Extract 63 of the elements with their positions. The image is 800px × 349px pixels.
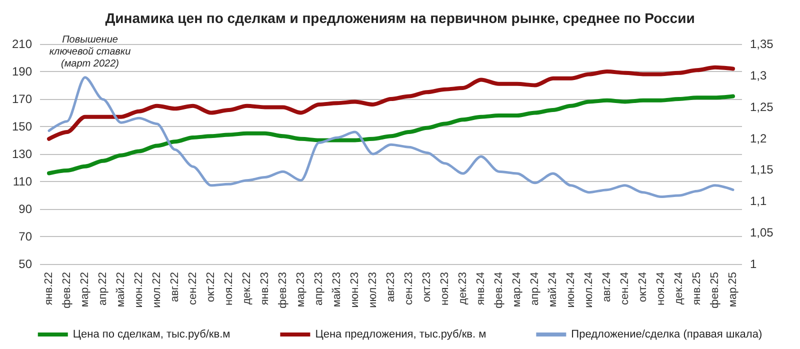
x-tick-label: фев.23 bbox=[277, 272, 289, 308]
legend-label: Цена по сделкам, тыс.руб/кв.м bbox=[72, 328, 230, 340]
x-tick-label: окт.24 bbox=[637, 272, 649, 302]
x-tick-label: май.23 bbox=[331, 272, 343, 308]
y-tick-label: 50 bbox=[18, 257, 32, 271]
x-tick-label: сен.24 bbox=[619, 272, 631, 305]
x-tick-label: мар.24 bbox=[511, 272, 523, 308]
x-tick-label: ноя.22 bbox=[223, 272, 235, 306]
y-tick-label: 90 bbox=[18, 202, 32, 216]
x-tick-label: апр.24 bbox=[529, 272, 541, 306]
y2-tick-label: 1,05 bbox=[750, 226, 774, 240]
x-tick-label: мар.22 bbox=[79, 272, 91, 308]
x-tick-label: янв.22 bbox=[43, 272, 55, 306]
y2-tick-label: 1 bbox=[750, 257, 757, 271]
x-tick-label: мар.25 bbox=[727, 272, 739, 308]
y2-tick-label: 1,35 bbox=[750, 37, 774, 51]
x-tick-label: апр.23 bbox=[313, 272, 325, 306]
legend-label: Цена предложения, тыс.руб/кв. м bbox=[315, 328, 486, 340]
x-tick-label: фев.22 bbox=[61, 272, 73, 308]
y-tick-label: 130 bbox=[12, 147, 32, 161]
y-tick-label: 170 bbox=[12, 92, 32, 106]
x-tick-label: июн.24 bbox=[565, 272, 577, 308]
y2-tick-label: 1,25 bbox=[750, 100, 774, 114]
x-tick-label: окт.23 bbox=[421, 272, 433, 302]
x-tick-label: июн.23 bbox=[349, 272, 361, 308]
x-tick-label: янв.25 bbox=[691, 272, 703, 306]
x-tick-label: фев.25 bbox=[709, 272, 721, 308]
x-tick-label: ноя.23 bbox=[439, 272, 451, 306]
x-tick-label: дек.22 bbox=[241, 272, 253, 305]
x-tick-label: авг.24 bbox=[601, 272, 613, 302]
y2-tick-label: 1,3 bbox=[750, 68, 768, 82]
x-tick-label: сен.22 bbox=[187, 272, 199, 305]
chart-title: Динамика цен по сделкам и предложениям на первичном рынке, среднее по России bbox=[105, 10, 695, 26]
x-tick-label: ноя.24 bbox=[655, 272, 667, 306]
x-tick-label: мар.23 bbox=[295, 272, 307, 308]
x-tick-label: сен.23 bbox=[403, 272, 415, 305]
x-tick-label: янв.24 bbox=[475, 272, 487, 306]
x-tick-label: июл.22 bbox=[151, 272, 163, 308]
x-tick-label: апр.22 bbox=[97, 272, 109, 306]
x-tick-label: июл.23 bbox=[367, 272, 379, 308]
line-series bbox=[48, 76, 734, 198]
y-tick-label: 70 bbox=[18, 230, 32, 244]
legend-label: Предложение/сделка (правая шкала) bbox=[571, 328, 762, 340]
x-tick-label: май.22 bbox=[115, 272, 127, 308]
x-tick-label: июл.24 bbox=[583, 272, 595, 308]
x-tick-label: дек.24 bbox=[673, 272, 685, 305]
x-tick-label: янв.23 bbox=[259, 272, 271, 306]
line-series bbox=[47, 94, 735, 176]
x-tick-label: май.24 bbox=[547, 272, 559, 308]
x-tick-label: авг.22 bbox=[169, 272, 181, 302]
y2-tick-label: 1,2 bbox=[750, 131, 768, 146]
x-tick-label: июн.22 bbox=[133, 272, 145, 308]
y-tick-label: 210 bbox=[12, 37, 32, 51]
x-tick-label: авг.23 bbox=[385, 272, 397, 302]
y-tick-label: 150 bbox=[12, 120, 32, 134]
y-tick-label: 110 bbox=[12, 174, 32, 188]
annotation: Повышение ключевой ставки (март 2022) bbox=[49, 34, 132, 70]
y2-tick-label: 1,15 bbox=[750, 162, 774, 177]
y2-tick-label: 1,1 bbox=[750, 194, 768, 208]
y-tick-label: 190 bbox=[12, 64, 32, 78]
x-tick-label: фев.24 bbox=[493, 272, 505, 308]
x-tick-label: дек.23 bbox=[457, 272, 469, 305]
x-tick-label: окт.22 bbox=[205, 272, 217, 302]
